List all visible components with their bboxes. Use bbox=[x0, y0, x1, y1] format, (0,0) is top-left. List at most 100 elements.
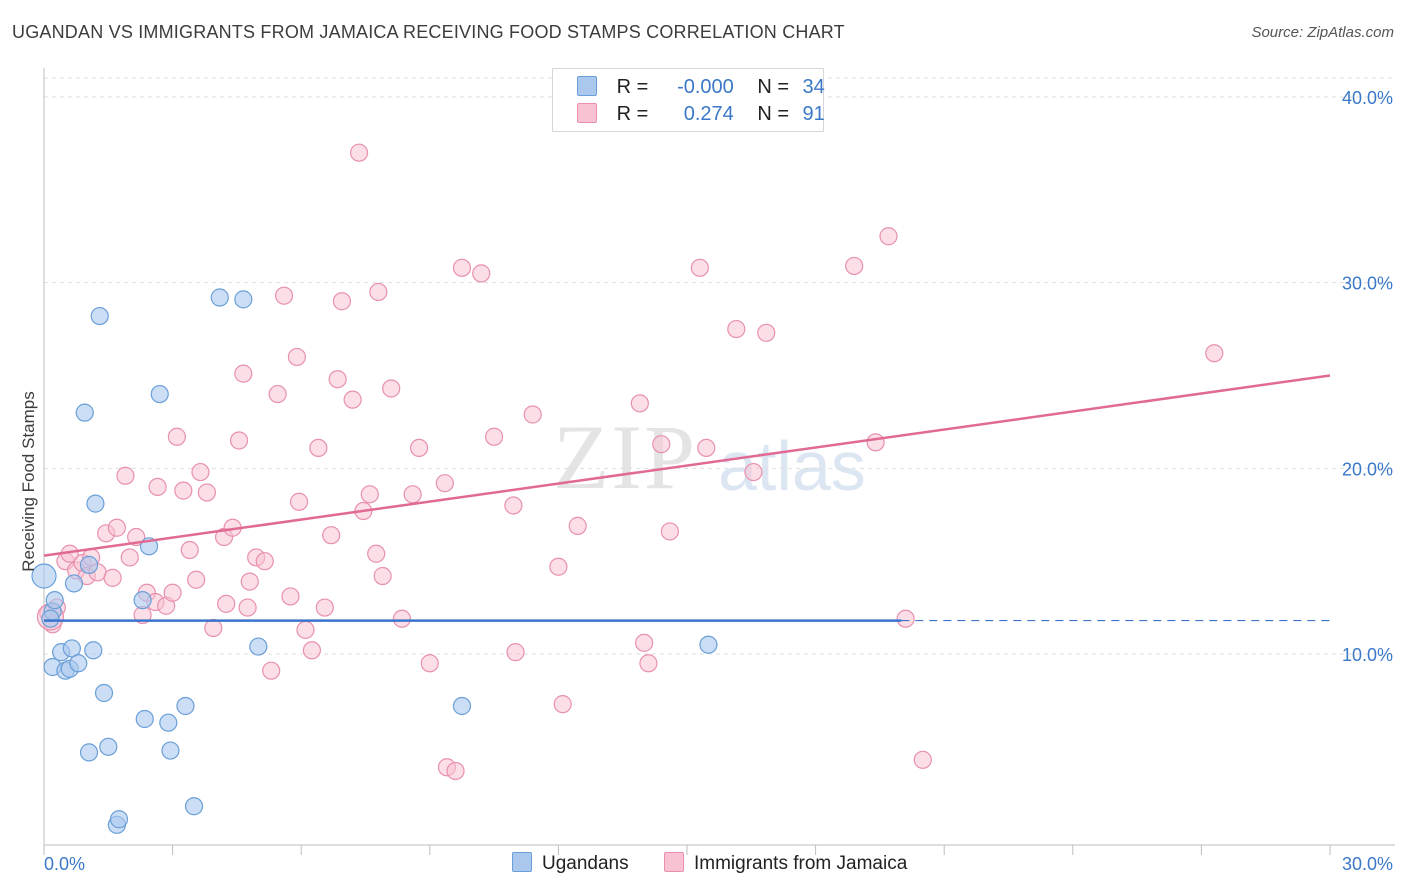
jamaica-point bbox=[315, 598, 334, 617]
ugandan-point bbox=[94, 683, 114, 703]
jamaica-point bbox=[409, 438, 429, 458]
ugandan-point bbox=[109, 810, 129, 829]
ugandan-point bbox=[84, 641, 103, 660]
ugandan-points bbox=[31, 288, 718, 834]
jamaica-point bbox=[148, 477, 167, 496]
chart-title: UGANDAN VS IMMIGRANTS FROM JAMAICA RECEI… bbox=[12, 22, 845, 42]
jamaica-point bbox=[349, 143, 369, 162]
axis-layer bbox=[43, 68, 1395, 855]
jamaica-point bbox=[197, 483, 216, 502]
jamaica-point bbox=[446, 761, 465, 781]
label-layer: 10.0% 20.0% 30.0% 40.0% 0.0% 30.0% Receiving F… bbox=[19, 88, 1393, 874]
jamaica-point bbox=[757, 323, 776, 342]
jamaica-point bbox=[506, 643, 525, 662]
jamaica-point bbox=[630, 394, 649, 413]
ugandan-point bbox=[41, 609, 60, 628]
jamaica-point bbox=[174, 481, 193, 500]
jamaica-point bbox=[302, 641, 322, 660]
jamaica-point bbox=[549, 557, 568, 576]
jamaica-point bbox=[238, 598, 257, 617]
jamaica-point bbox=[116, 466, 135, 485]
jamaica-point bbox=[879, 227, 898, 246]
jamaica-point bbox=[866, 433, 885, 452]
jamaica-point bbox=[485, 427, 504, 446]
y-tick-label: 20.0% bbox=[1342, 459, 1393, 479]
jamaica-point bbox=[332, 292, 352, 311]
jamaica-point bbox=[523, 405, 542, 424]
jamaica-point bbox=[234, 364, 253, 383]
jamaica-point bbox=[367, 544, 386, 563]
jamaica-point bbox=[420, 654, 439, 673]
legend-r-label-1: R = bbox=[616, 76, 649, 98]
ugandan-point bbox=[79, 555, 99, 574]
ugandan-point bbox=[150, 384, 169, 404]
jamaica-point bbox=[268, 384, 287, 404]
ugandan-point bbox=[161, 741, 180, 760]
ugandans-legend-swatch bbox=[512, 852, 532, 872]
legend-item-jamaica[interactable]: Immigrants from Jamaica bbox=[664, 852, 907, 875]
jamaica-point bbox=[360, 485, 379, 504]
jamaica-trend-line bbox=[43, 374, 1331, 557]
jamaica-point bbox=[255, 552, 274, 571]
ugandans-swatch bbox=[577, 76, 597, 96]
jamaica-point bbox=[639, 654, 658, 673]
jamaica-point bbox=[191, 462, 210, 482]
watermark-atlas: atlas bbox=[718, 427, 866, 505]
jamaica-point bbox=[281, 587, 300, 606]
legend-n-value-1: 34 bbox=[802, 76, 825, 98]
jamaica-point bbox=[373, 566, 392, 586]
jamaica-point bbox=[472, 264, 491, 283]
jamaica-point bbox=[103, 568, 122, 587]
jamaica-point bbox=[652, 435, 671, 454]
jamaica-swatch bbox=[577, 103, 597, 123]
legend-r-label-2: R = bbox=[616, 103, 649, 125]
ugandan-point bbox=[133, 591, 152, 610]
y-axis-title: Receiving Food Stamps bbox=[19, 391, 38, 571]
legend-item-ugandans[interactable]: Ugandans bbox=[512, 852, 629, 875]
ugandan-point bbox=[184, 797, 204, 816]
legend-n-value-2: 91 bbox=[802, 103, 825, 125]
jamaica-point bbox=[204, 618, 223, 638]
jamaica-point bbox=[262, 661, 281, 680]
watermark-zip: ZIP bbox=[553, 406, 697, 508]
x-tick-label-min: 0.0% bbox=[44, 854, 85, 874]
jamaica-point bbox=[845, 256, 864, 276]
jamaica-point bbox=[690, 258, 709, 277]
jamaica-point bbox=[452, 258, 472, 277]
jamaica-point bbox=[328, 370, 347, 389]
ugandan-point bbox=[64, 574, 84, 593]
jamaica-point bbox=[296, 620, 315, 639]
ugandan-point bbox=[159, 713, 178, 732]
trend-layer bbox=[43, 374, 1331, 622]
jamaica-point bbox=[435, 474, 454, 493]
ugandan-point bbox=[176, 696, 195, 716]
legend-label-ugandans: Ugandans bbox=[542, 853, 629, 874]
jamaica-point bbox=[660, 522, 679, 541]
jamaica-point bbox=[229, 431, 249, 450]
ugandan-point bbox=[452, 696, 472, 716]
jamaica-point bbox=[289, 492, 309, 511]
jamaica-point bbox=[913, 750, 932, 769]
jamaica-point bbox=[553, 695, 572, 714]
jamaica-point bbox=[287, 347, 307, 367]
jamaica-point bbox=[403, 485, 422, 504]
jamaica-point bbox=[163, 583, 182, 602]
legend-n-label-1: N = bbox=[757, 76, 790, 98]
jamaica-point bbox=[167, 427, 186, 446]
legend-r-value-2: 0.274 bbox=[683, 103, 734, 125]
correlation-legend: R = -0.000 N = 34 R = 0.274 N = 91 bbox=[552, 68, 825, 132]
ugandan-point bbox=[45, 591, 64, 610]
jamaica-point bbox=[322, 526, 341, 545]
legend-row-ugandans: R = -0.000 N = 34 bbox=[577, 76, 833, 100]
ugandan-point bbox=[135, 709, 154, 729]
jamaica-legend-swatch bbox=[664, 852, 684, 872]
ugandan-point bbox=[210, 288, 229, 307]
ugandan-point bbox=[79, 743, 99, 762]
legend-label-jamaica: Immigrants from Jamaica bbox=[694, 853, 908, 874]
jamaica-point bbox=[274, 286, 294, 305]
jamaica-point bbox=[568, 516, 587, 535]
jamaica-point bbox=[187, 570, 206, 589]
jamaica-point bbox=[392, 609, 412, 628]
source-label: Source: ZipAtlas.com bbox=[1251, 24, 1394, 41]
